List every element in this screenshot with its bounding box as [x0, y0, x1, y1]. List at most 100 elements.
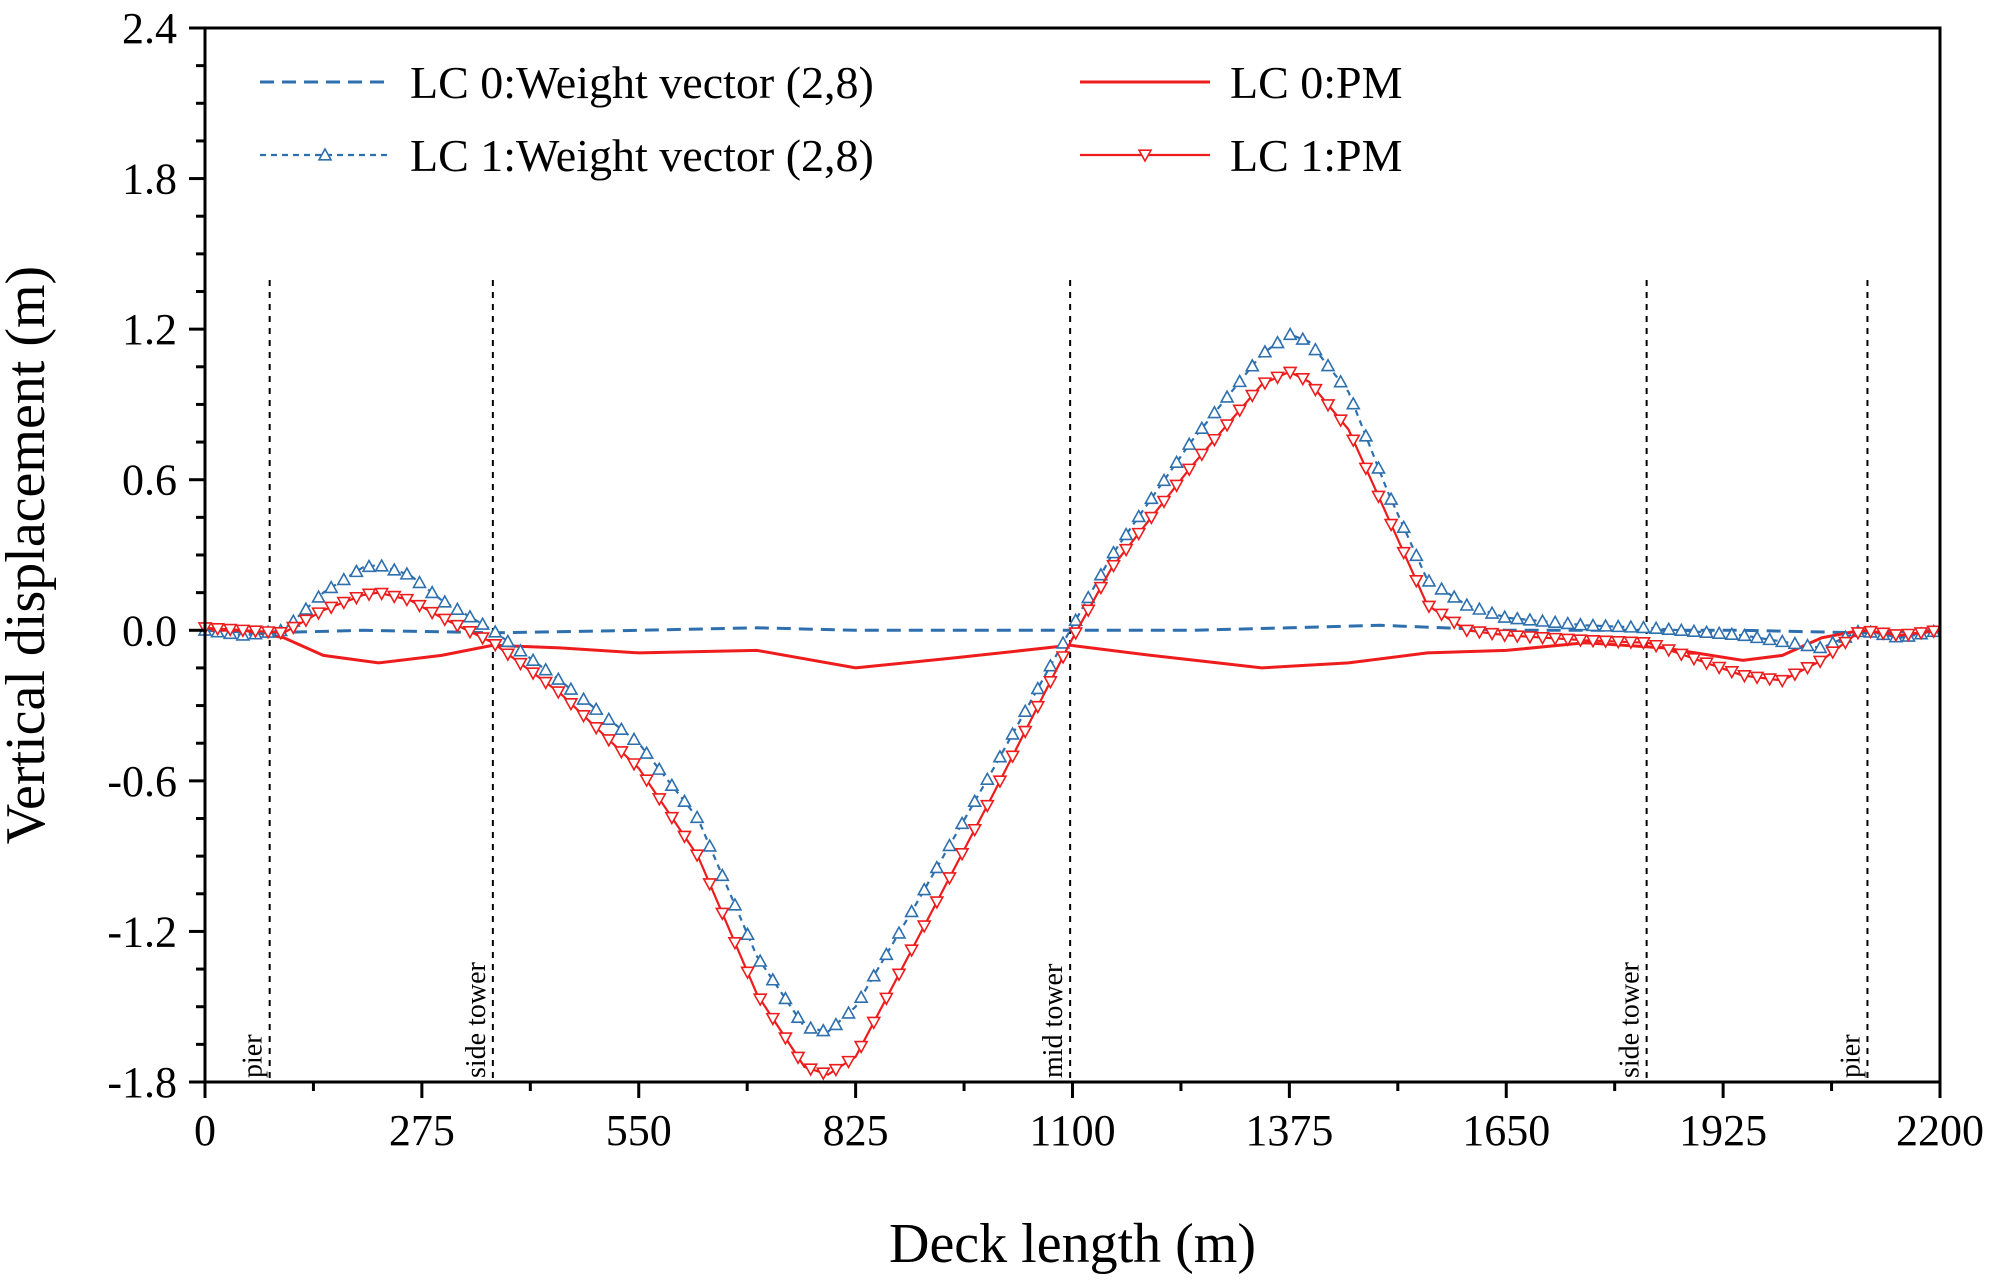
series-marker	[1686, 623, 1702, 638]
series-1	[205, 628, 1941, 670]
series-marker	[399, 566, 415, 580]
series-marker	[412, 574, 427, 589]
series-marker	[563, 681, 579, 695]
x-axis-title: Deck length (m)	[889, 1213, 1256, 1275]
series-marker	[1131, 508, 1147, 523]
series-marker	[1030, 700, 1046, 715]
series-marker	[1560, 633, 1576, 647]
series-marker	[1118, 527, 1134, 541]
series-marker	[1509, 630, 1525, 644]
series-marker	[1446, 616, 1462, 630]
x-tick-label: 825	[823, 1106, 889, 1155]
series-marker	[866, 968, 882, 982]
series-marker	[1030, 680, 1046, 695]
series-marker	[1509, 611, 1525, 625]
series-marker	[664, 777, 680, 791]
series-marker	[1144, 490, 1159, 505]
series-marker	[1623, 636, 1639, 650]
series-marker	[1156, 472, 1172, 487]
series-marker	[576, 691, 591, 705]
series-marker	[1320, 358, 1336, 372]
series-marker	[1863, 625, 1878, 640]
series-marker	[1358, 428, 1374, 442]
series-marker	[475, 632, 490, 646]
series-marker	[1749, 671, 1765, 685]
series-marker	[677, 793, 692, 808]
series-marker	[311, 607, 326, 621]
series-marker	[1080, 604, 1096, 618]
legend: LC 0:Weight vector (2,8) LC 0:PM LC 1:Weig…	[260, 57, 1403, 181]
series-marker	[815, 1067, 831, 1081]
series-marker	[336, 596, 352, 611]
series-marker	[828, 1016, 844, 1031]
series-marker	[702, 838, 718, 852]
series-line	[205, 628, 1941, 670]
series-marker	[1333, 374, 1348, 388]
series-marker	[437, 613, 453, 627]
series-marker	[462, 626, 478, 640]
vertical-marker-lines: pier side tower mid tower side tower pier	[238, 280, 1869, 1082]
y-tick-label: 1.2	[122, 305, 177, 354]
series-marker	[752, 993, 768, 1007]
series-marker	[664, 811, 680, 826]
series-marker	[1257, 377, 1273, 391]
series-marker	[1749, 629, 1765, 644]
series-marker	[916, 882, 932, 896]
series-marker	[1459, 597, 1475, 611]
series-marker	[1005, 750, 1020, 764]
series-marker	[538, 662, 554, 676]
series-marker	[550, 686, 566, 700]
series-marker	[222, 623, 238, 638]
series-marker	[1497, 609, 1513, 623]
x-tick-label: 2200	[1896, 1106, 1984, 1155]
series-marker	[790, 1051, 806, 1065]
series-marker	[487, 639, 503, 653]
series-marker	[727, 897, 743, 911]
series-marker	[929, 896, 945, 910]
series-marker	[500, 633, 516, 648]
series-marker	[1573, 634, 1588, 648]
series-marker	[1421, 600, 1437, 614]
series-marker	[361, 588, 377, 602]
series-marker	[954, 815, 970, 830]
series-marker	[1737, 627, 1752, 642]
series-marker	[1901, 628, 1916, 642]
series-marker	[1017, 725, 1033, 739]
series-marker	[1661, 644, 1677, 658]
series-marker	[1068, 627, 1084, 641]
series-marker	[424, 584, 440, 599]
series-marker	[450, 619, 465, 634]
series-marker	[740, 926, 755, 941]
series-marker	[639, 774, 654, 788]
series-marker	[866, 1016, 882, 1030]
series-marker	[513, 657, 528, 672]
series-marker	[1610, 618, 1626, 633]
series-marker	[740, 966, 755, 980]
series-marker	[1711, 661, 1727, 675]
series-marker	[714, 907, 730, 921]
series-marker	[374, 558, 390, 572]
marker-label: mid tower	[1038, 963, 1069, 1078]
series-marker	[1800, 662, 1815, 676]
series-marker	[1244, 358, 1260, 372]
series-marker	[1800, 637, 1815, 652]
series-group	[197, 326, 1942, 1081]
series-marker	[412, 599, 427, 614]
legend-label: LC 0:PM	[1230, 57, 1403, 108]
series-marker	[1181, 436, 1197, 450]
series-marker	[651, 793, 667, 807]
series-marker	[1106, 545, 1121, 559]
series-marker	[879, 992, 894, 1006]
series-marker	[1232, 373, 1248, 388]
series-marker	[1169, 479, 1184, 493]
series-marker	[689, 809, 705, 824]
series-marker	[879, 946, 894, 961]
series-marker	[1282, 326, 1298, 341]
series-marker	[778, 1032, 793, 1046]
y-tick-label: 2.4	[122, 4, 177, 53]
series-marker	[1320, 399, 1336, 413]
legend-label: LC 0:Weight vector (2,8)	[410, 57, 874, 108]
series-marker	[1396, 519, 1412, 533]
series-marker	[1636, 637, 1651, 651]
